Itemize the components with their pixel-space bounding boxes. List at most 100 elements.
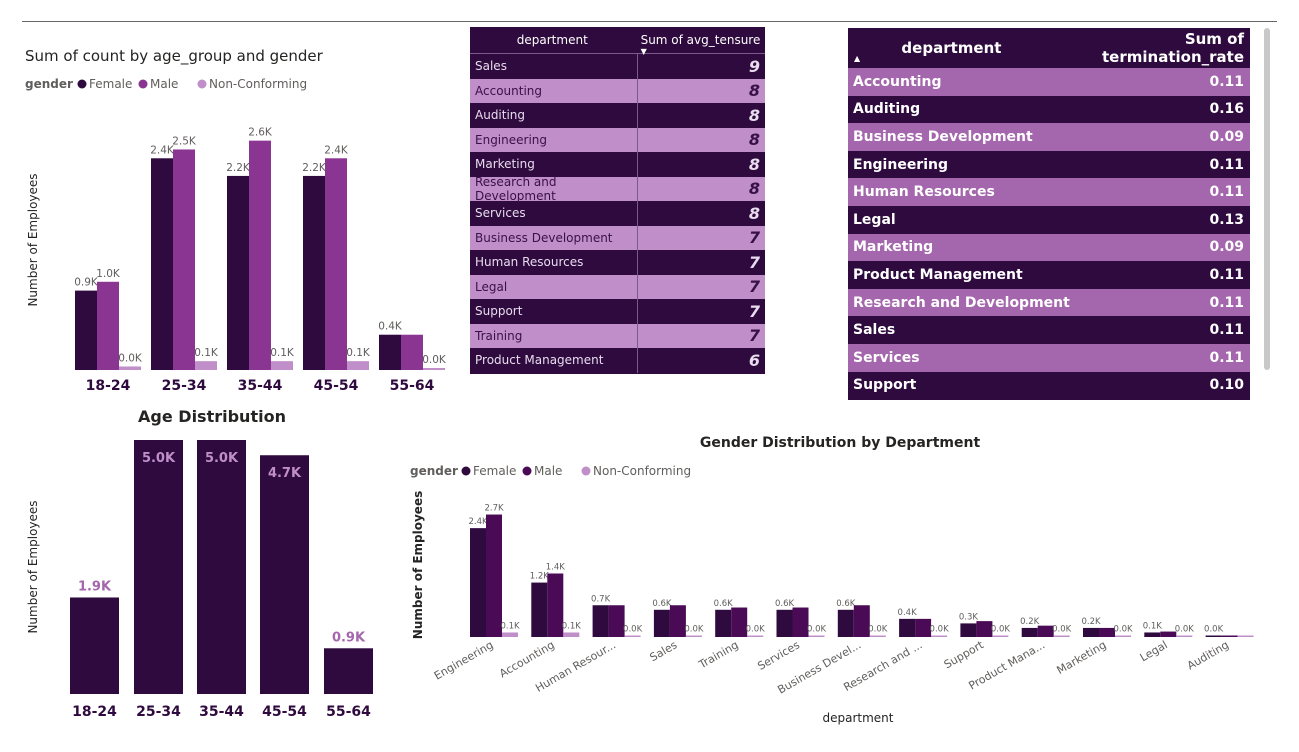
bar[interactable] — [151, 158, 173, 370]
table-row[interactable]: Research and Development 8 — [470, 175, 765, 203]
table-row[interactable]: Human Resources 7 — [470, 250, 765, 275]
table-row[interactable]: Product Management 6 — [470, 348, 765, 373]
bar[interactable] — [260, 455, 309, 694]
column-header-avg-tenure[interactable]: Sum of avg_tensure ▼ — [640, 33, 761, 56]
bar[interactable] — [486, 514, 502, 637]
bar[interactable] — [1037, 625, 1054, 637]
bar[interactable] — [1144, 632, 1161, 637]
table-row[interactable]: Engineering 0.11 — [848, 150, 1250, 179]
bar[interactable] — [401, 334, 423, 370]
table-scrollbar[interactable] — [1264, 28, 1270, 370]
bar[interactable] — [899, 618, 916, 637]
table-row[interactable]: Services 0.11 — [848, 343, 1250, 372]
bar[interactable] — [547, 573, 564, 638]
table-row[interactable]: Auditing 0.16 — [848, 95, 1250, 124]
bar[interactable] — [731, 607, 748, 637]
bar[interactable] — [324, 648, 373, 694]
bar[interactable] — [531, 582, 548, 637]
bar[interactable] — [379, 334, 401, 370]
bar[interactable] — [992, 635, 1009, 638]
bar[interactable] — [808, 635, 825, 638]
bar[interactable] — [976, 621, 993, 637]
bar[interactable] — [70, 597, 119, 694]
bar[interactable] — [747, 635, 764, 638]
bar[interactable] — [325, 158, 347, 370]
table-row[interactable]: Business Development 7 — [470, 225, 765, 250]
bar-group: 0.1K 0.0K Legal — [1138, 621, 1195, 664]
bar[interactable] — [1053, 635, 1070, 638]
bar[interactable] — [1160, 631, 1177, 637]
table-row[interactable]: Human Resources 0.11 — [848, 178, 1250, 206]
bar[interactable] — [1221, 635, 1238, 638]
bar[interactable] — [249, 140, 271, 370]
bar[interactable] — [1205, 635, 1222, 638]
bar[interactable] — [715, 609, 732, 637]
bar[interactable] — [685, 635, 702, 638]
column-header-department[interactable]: department — [516, 33, 588, 47]
bar[interactable] — [227, 175, 249, 370]
bar[interactable] — [669, 605, 686, 637]
bar[interactable] — [347, 361, 369, 370]
bar[interactable] — [134, 440, 183, 694]
bar[interactable] — [470, 528, 486, 637]
table-row[interactable]: Legal 7 — [470, 274, 765, 299]
avg-tenure-table[interactable]: department Sum of avg_tensure ▼ Sales 9 Acc… — [470, 27, 765, 374]
bar[interactable] — [624, 635, 641, 638]
bar[interactable] — [776, 609, 793, 637]
table-row[interactable]: Sales 0.11 — [848, 316, 1250, 344]
table-row[interactable]: Legal 0.13 — [848, 205, 1250, 234]
x-axis-label: department — [823, 711, 894, 725]
bar[interactable] — [653, 609, 670, 637]
bar[interactable] — [195, 361, 217, 370]
table-row[interactable]: Sales 9 — [470, 54, 765, 79]
bar[interactable] — [837, 609, 854, 637]
table-row[interactable]: Research and Development 0.11 — [848, 288, 1250, 317]
table-row[interactable]: Services 8 — [470, 201, 765, 226]
bar[interactable] — [592, 605, 609, 637]
data-label: 1.2K — [530, 572, 550, 582]
column-header-department[interactable]: department — [901, 39, 1002, 57]
bar[interactable] — [119, 366, 141, 370]
column-header-termination-rate[interactable]: Sum of termination_rate — [1102, 30, 1244, 66]
bar[interactable] — [1115, 635, 1131, 638]
bar[interactable] — [563, 632, 580, 637]
bar[interactable] — [1237, 635, 1254, 638]
bar[interactable] — [75, 290, 97, 370]
table-row[interactable]: Product Management 0.11 — [848, 261, 1250, 289]
bar[interactable] — [423, 368, 445, 370]
bar[interactable] — [608, 605, 625, 637]
table-row[interactable]: Marketing 8 — [470, 152, 765, 177]
sort-ascending-icon[interactable]: ▲ — [854, 54, 861, 63]
bar[interactable] — [915, 618, 932, 637]
bar[interactable] — [303, 175, 325, 370]
bar[interactable] — [97, 281, 119, 370]
bar[interactable] — [792, 607, 809, 637]
bar[interactable] — [197, 440, 246, 694]
table-row[interactable]: Engineering 8 — [470, 127, 765, 152]
table-row[interactable]: Accounting 8 — [470, 78, 765, 103]
bar-group: 2.2K 2.4K 0.1K 45-54 — [302, 144, 371, 394]
table-row[interactable]: Training 7 — [470, 323, 765, 348]
legend[interactable]: gender Female Male Non-Conforming — [410, 464, 691, 478]
table-row[interactable]: Support 7 — [470, 299, 765, 324]
bar[interactable] — [173, 149, 195, 370]
bar[interactable] — [1083, 627, 1099, 637]
bar[interactable] — [931, 635, 948, 638]
termination-rate-table[interactable]: department Sum of termination_rate ▲ Acc… — [848, 28, 1250, 400]
table-row[interactable]: Marketing 0.09 — [848, 233, 1250, 262]
legend[interactable]: gender Female Male Non-Conforming — [25, 77, 307, 91]
bar[interactable] — [1099, 627, 1115, 637]
bar[interactable] — [1021, 627, 1038, 637]
sort-descending-icon[interactable]: ▼ — [640, 47, 647, 56]
bar[interactable] — [869, 635, 886, 638]
table-row[interactable]: Business Development 0.09 — [848, 123, 1250, 151]
table-row[interactable]: Accounting 0.11 — [848, 68, 1250, 96]
table-row[interactable]: Support 0.10 — [848, 371, 1250, 400]
bar[interactable] — [1176, 635, 1193, 638]
bar[interactable] — [960, 623, 977, 637]
table-row[interactable]: Auditing 8 — [470, 103, 765, 128]
bar[interactable] — [502, 632, 518, 637]
bar[interactable] — [271, 361, 293, 370]
x-tick-label: 55-64 — [326, 704, 371, 720]
bar[interactable] — [853, 605, 870, 637]
